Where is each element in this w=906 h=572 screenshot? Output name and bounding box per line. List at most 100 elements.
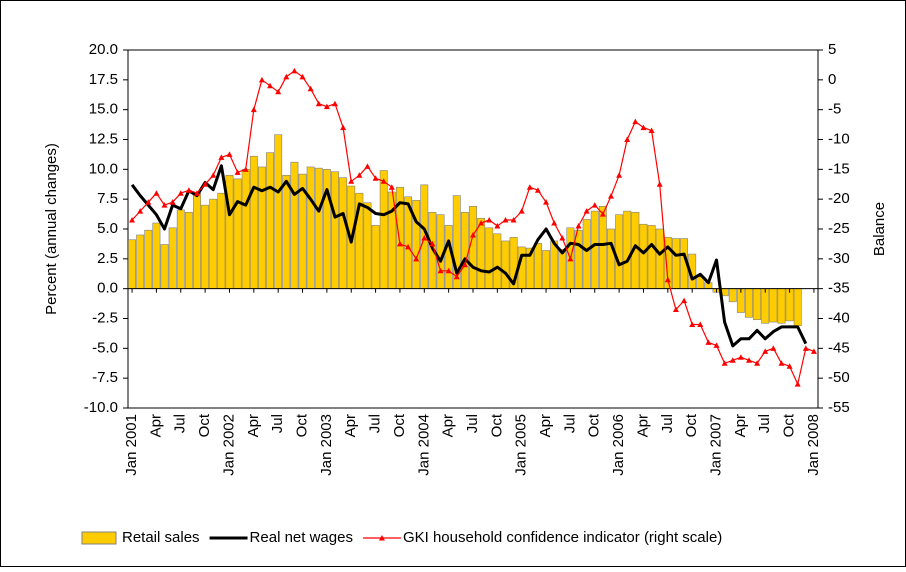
- marker: [129, 217, 136, 223]
- bar: [582, 219, 591, 289]
- marker: [616, 172, 623, 178]
- marker: [470, 231, 476, 238]
- x-tick-label: Oct: [586, 413, 603, 437]
- marker: [145, 199, 152, 205]
- bar: [233, 178, 242, 289]
- y-tick-label: 12.5: [89, 130, 118, 147]
- bar: [249, 155, 258, 289]
- y-tick-label: 20.0: [89, 41, 118, 58]
- marker: [137, 208, 144, 214]
- marker: [405, 243, 412, 250]
- y2-axis-label: Balance: [871, 202, 888, 256]
- bar: [769, 288, 778, 323]
- marker: [810, 348, 817, 354]
- bar: [314, 167, 323, 289]
- marker: [664, 276, 671, 283]
- x-tick-label: Jan 2002: [220, 414, 237, 476]
- x-tick-label: Oct: [391, 413, 408, 437]
- bar: [558, 248, 567, 289]
- bar: [598, 206, 607, 289]
- y2-tick-label: -55: [828, 399, 850, 416]
- marker: [583, 208, 590, 214]
- bar: [290, 161, 299, 289]
- marker: [275, 88, 282, 95]
- x-tick-label: Jul: [367, 414, 384, 433]
- marker: [340, 124, 347, 131]
- y-tick-label: 10.0: [89, 160, 118, 177]
- marker: [226, 151, 233, 157]
- legend-marker: [378, 535, 385, 541]
- marker: [258, 76, 265, 83]
- x-tick-label: Apr: [634, 414, 651, 437]
- marker: [599, 211, 606, 217]
- marker: [494, 223, 501, 229]
- marker: [721, 360, 728, 366]
- marker: [396, 240, 403, 247]
- bar: [128, 239, 137, 289]
- legend-label: Real net wages: [250, 529, 353, 546]
- bar: [623, 210, 632, 289]
- marker: [575, 223, 582, 229]
- marker: [705, 339, 712, 345]
- x-tick-label: Jul: [269, 414, 286, 433]
- bar: [485, 227, 494, 289]
- marker: [372, 175, 379, 181]
- marker: [802, 345, 809, 351]
- marker: [210, 172, 217, 178]
- marker: [364, 163, 371, 169]
- bar: [728, 288, 737, 303]
- marker: [307, 85, 314, 92]
- y-tick-label: 0.0: [97, 280, 118, 297]
- marker: [786, 363, 793, 369]
- x-tick-label: Apr: [342, 414, 359, 437]
- x-tick-label: Apr: [147, 414, 164, 437]
- marker: [672, 306, 679, 313]
- y2-tick-label: -15: [828, 160, 850, 177]
- bar: [217, 192, 226, 289]
- marker: [413, 255, 420, 262]
- y2-tick-label: 0: [828, 71, 836, 88]
- y-tick-label: 5.0: [97, 220, 118, 237]
- bar: [501, 240, 510, 289]
- x-tick-label: Jan 2001: [123, 414, 140, 476]
- bar: [639, 223, 648, 289]
- bar: [671, 238, 680, 289]
- bar: [477, 217, 486, 289]
- marker: [348, 178, 355, 184]
- x-tick-label: Oct: [488, 413, 505, 437]
- marker: [429, 240, 436, 247]
- x-tick-label: Jan 2008: [805, 414, 822, 476]
- marker: [291, 67, 298, 74]
- bar: [761, 288, 770, 324]
- bar: [168, 227, 177, 289]
- marker: [713, 342, 720, 348]
- marker: [461, 261, 468, 268]
- marker: [218, 154, 225, 160]
- marker: [388, 184, 395, 190]
- marker: [648, 127, 655, 134]
- bar: [209, 198, 218, 289]
- bar: [647, 225, 656, 289]
- marker: [502, 217, 509, 223]
- marker: [737, 354, 744, 360]
- marker: [332, 100, 338, 107]
- x-tick-label: Jul: [659, 414, 676, 433]
- marker: [754, 360, 761, 366]
- bar: [655, 228, 664, 289]
- bar: [745, 288, 753, 318]
- bar: [266, 152, 275, 289]
- bar: [176, 209, 185, 289]
- marker: [681, 297, 688, 304]
- bar: [282, 175, 291, 289]
- x-tick-label: Jan 2005: [513, 414, 530, 476]
- marker: [486, 217, 493, 223]
- legend-label: Retail sales: [122, 529, 200, 546]
- bar: [615, 214, 624, 289]
- x-tick-label: Apr: [440, 414, 457, 437]
- y2-tick-label: -30: [828, 250, 850, 267]
- bar: [542, 250, 551, 289]
- marker: [608, 193, 614, 199]
- x-tick-label: Jul: [172, 414, 189, 433]
- marker: [624, 136, 631, 142]
